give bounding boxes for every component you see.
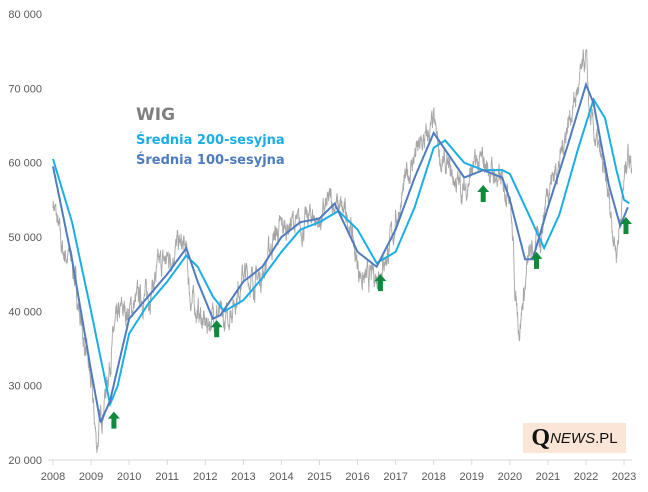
logo-q: Q — [531, 424, 551, 451]
x-tick-label: 2019 — [460, 471, 484, 483]
x-tick-label: 2014 — [269, 471, 293, 483]
buy-arrow-icon — [374, 274, 387, 292]
x-tick-label: 2015 — [307, 471, 331, 483]
buy-arrow-icon — [107, 411, 120, 429]
x-tick-label: 2012 — [193, 471, 217, 483]
buy-arrow-icon — [210, 320, 223, 338]
buy-arrow-icon — [619, 216, 632, 234]
y-tick-label: 70 000 — [8, 83, 42, 95]
x-tick-label: 2008 — [41, 471, 65, 483]
y-tick-label: 40 000 — [8, 306, 42, 318]
x-tick-label: 2017 — [383, 471, 407, 483]
x-tick-label: 2023 — [612, 471, 636, 483]
buy-arrow-icon — [477, 184, 490, 202]
y-tick-label: 30 000 — [8, 381, 42, 393]
qnews-logo: Q NEWS .PL — [523, 423, 626, 453]
legend-ma200: Średnia 200-sesyjna — [136, 133, 285, 148]
x-tick-label: 2021 — [536, 471, 560, 483]
x-tick-label: 2011 — [155, 471, 179, 483]
y-tick-label: 80 000 — [8, 9, 42, 21]
x-tick-label: 2018 — [421, 471, 445, 483]
x-tick-label: 2009 — [79, 471, 103, 483]
buy-arrow-icon — [530, 251, 543, 269]
x-tick-label: 2016 — [345, 471, 369, 483]
logo-pl: .PL — [595, 429, 618, 447]
series-ma100-line — [52, 81, 629, 424]
x-tick-label: 2022 — [574, 471, 598, 483]
x-tick-label: 2010 — [117, 471, 141, 483]
legend-ma100: Średnia 100-sesyjna — [136, 153, 285, 168]
legend-wig: WIG — [136, 105, 176, 125]
logo-news: NEWS — [550, 429, 596, 447]
y-tick-label: 20 000 — [8, 455, 42, 467]
x-tick-label: 2013 — [231, 471, 255, 483]
y-tick-label: 50 000 — [8, 232, 42, 244]
y-tick-label: 60 000 — [8, 158, 42, 170]
x-tick-label: 2020 — [498, 471, 522, 483]
series-ma200-line — [52, 97, 630, 408]
